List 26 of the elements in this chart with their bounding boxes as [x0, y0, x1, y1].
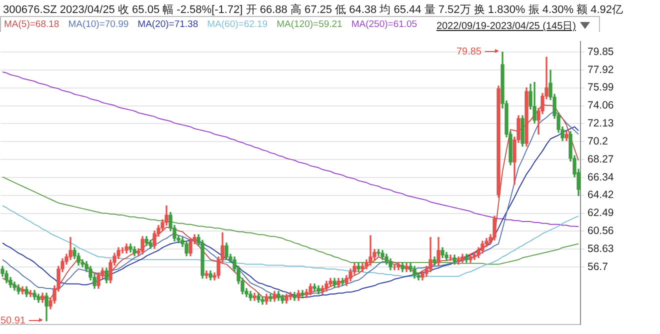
text: MA(5)=68.18	[4, 19, 60, 30]
y-tick-label: 64.42	[588, 189, 614, 202]
y-tick-label: 75.99	[588, 82, 614, 94]
candlestick	[368, 235, 372, 266]
text: MA(10)=70.99	[68, 19, 129, 30]
y-tick-label: 60.56	[588, 225, 614, 238]
y-tick-label: 72.13	[588, 118, 614, 130]
annotation: 50.91	[0, 316, 26, 327]
y-tick-label: 68.27	[588, 153, 614, 166]
chart-title: 300676.SZ 2023/04/25 收 65.05 幅 -2.58%[-1.72] 开 66.88 高 67.25 低 64.38 均 65.44 量 7.52万 换 1.830% 振 4.30% 额 4.92亿	[3, 2, 624, 17]
candlestick	[28, 290, 32, 298]
y-tick-label: 70.2	[588, 136, 608, 148]
y-tick-label: 77.92	[588, 64, 614, 76]
y-tick-label: 74.06	[588, 100, 614, 112]
annotation: 79.85	[456, 46, 482, 58]
candlestick	[376, 249, 380, 256]
text: MA(20)=71.38	[138, 19, 198, 30]
y-tick-label: 58.63	[588, 243, 614, 256]
text: MA(250)=61.05	[351, 19, 418, 30]
text: MA(120)=59.21	[276, 19, 342, 30]
y-tick-label: 62.49	[588, 207, 614, 220]
y-tick-label: 56.7	[588, 260, 608, 273]
text: MA(60)=62.19	[207, 19, 268, 30]
chart-subtitle: 2022/09/19-2023/04/25 (145日)	[436, 20, 576, 33]
y-tick-label: 79.85	[588, 46, 614, 58]
y-tick-label: 66.34	[588, 171, 614, 184]
